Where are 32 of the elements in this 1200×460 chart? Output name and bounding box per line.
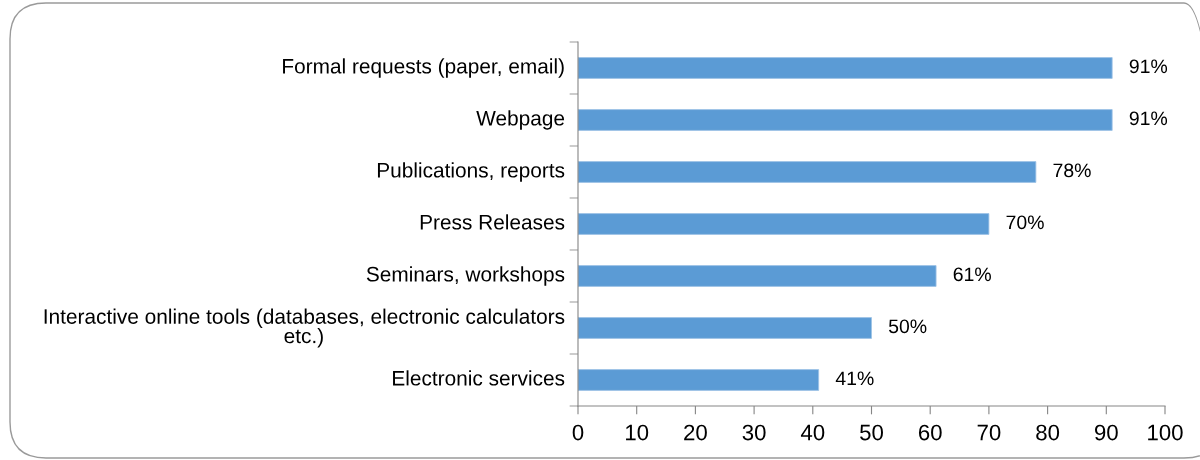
y-tick-label: Press Releases [420,214,565,230]
x-tick-label: 90 [1094,424,1118,441]
data-label: 70% [1006,215,1044,230]
bar [578,57,1113,79]
data-label: 41% [835,371,874,386]
bar [578,265,937,287]
y-tick-label: Seminars, workshops [366,266,565,286]
y-tick-label: Webpage [476,110,565,130]
y-tick-label: Interactive online tools (databases, electronic calculators etc.) [44,308,565,348]
y-tick-label: Publications, reports [377,162,565,182]
x-tick-label: 40 [800,424,825,441]
x-tick-label: 20 [684,424,707,441]
data-label: 61% [953,267,991,282]
x-tick-label: 100 [1148,424,1183,441]
x-tick-label: 30 [742,424,766,441]
x-tick-label: 60 [918,424,942,441]
data-label: 91% [1129,59,1168,74]
bar [578,161,1037,183]
x-tick-label: 0 [572,424,584,441]
x-tick-label: 80 [1036,424,1060,441]
data-label: 78% [1053,163,1091,178]
y-tick-label: Formal requests (paper, email) [283,58,564,78]
x-tick-label: 10 [626,424,649,441]
bar [578,369,820,391]
bar [578,213,990,235]
bar [578,109,1113,131]
bar [578,317,872,339]
y-tick-label: Electronic services [393,370,565,386]
data-label: 91% [1129,111,1168,126]
x-tick-label: 70 [977,424,1001,441]
data-label: 50% [888,319,927,334]
x-tick-label: 50 [860,424,883,441]
